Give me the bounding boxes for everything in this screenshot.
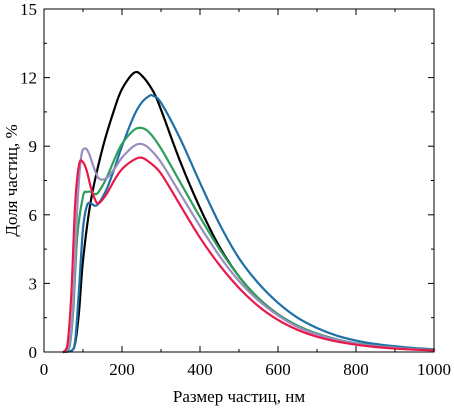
series-line-5 <box>62 156 436 354</box>
y-tick-label: 15 <box>20 0 37 19</box>
x-tick-label: 0 <box>40 360 49 379</box>
y-tick-label: 0 <box>29 343 38 362</box>
x-tick-label: 1000 <box>417 360 451 379</box>
axes: 0 200 400 600 800 1000 0 3 6 9 12 15 <box>20 0 451 379</box>
x-axis-title: Размер частиц, нм <box>173 387 305 406</box>
y-tick-label: 12 <box>20 69 37 88</box>
x-tick-label: 800 <box>343 360 369 379</box>
y-tick-label: 3 <box>29 274 38 293</box>
y-tick-label: 6 <box>29 206 38 225</box>
series-line-1 <box>62 70 436 354</box>
series-line-4 <box>62 142 436 354</box>
x-tick-label: 600 <box>265 360 291 379</box>
y-tick-label: 9 <box>29 137 38 156</box>
series-line-2 <box>62 93 436 354</box>
plot-area <box>62 70 436 354</box>
x-tick-label: 400 <box>187 360 213 379</box>
y-axis-title: Доля частиц, % <box>2 124 21 236</box>
x-tick-label: 200 <box>109 360 135 379</box>
